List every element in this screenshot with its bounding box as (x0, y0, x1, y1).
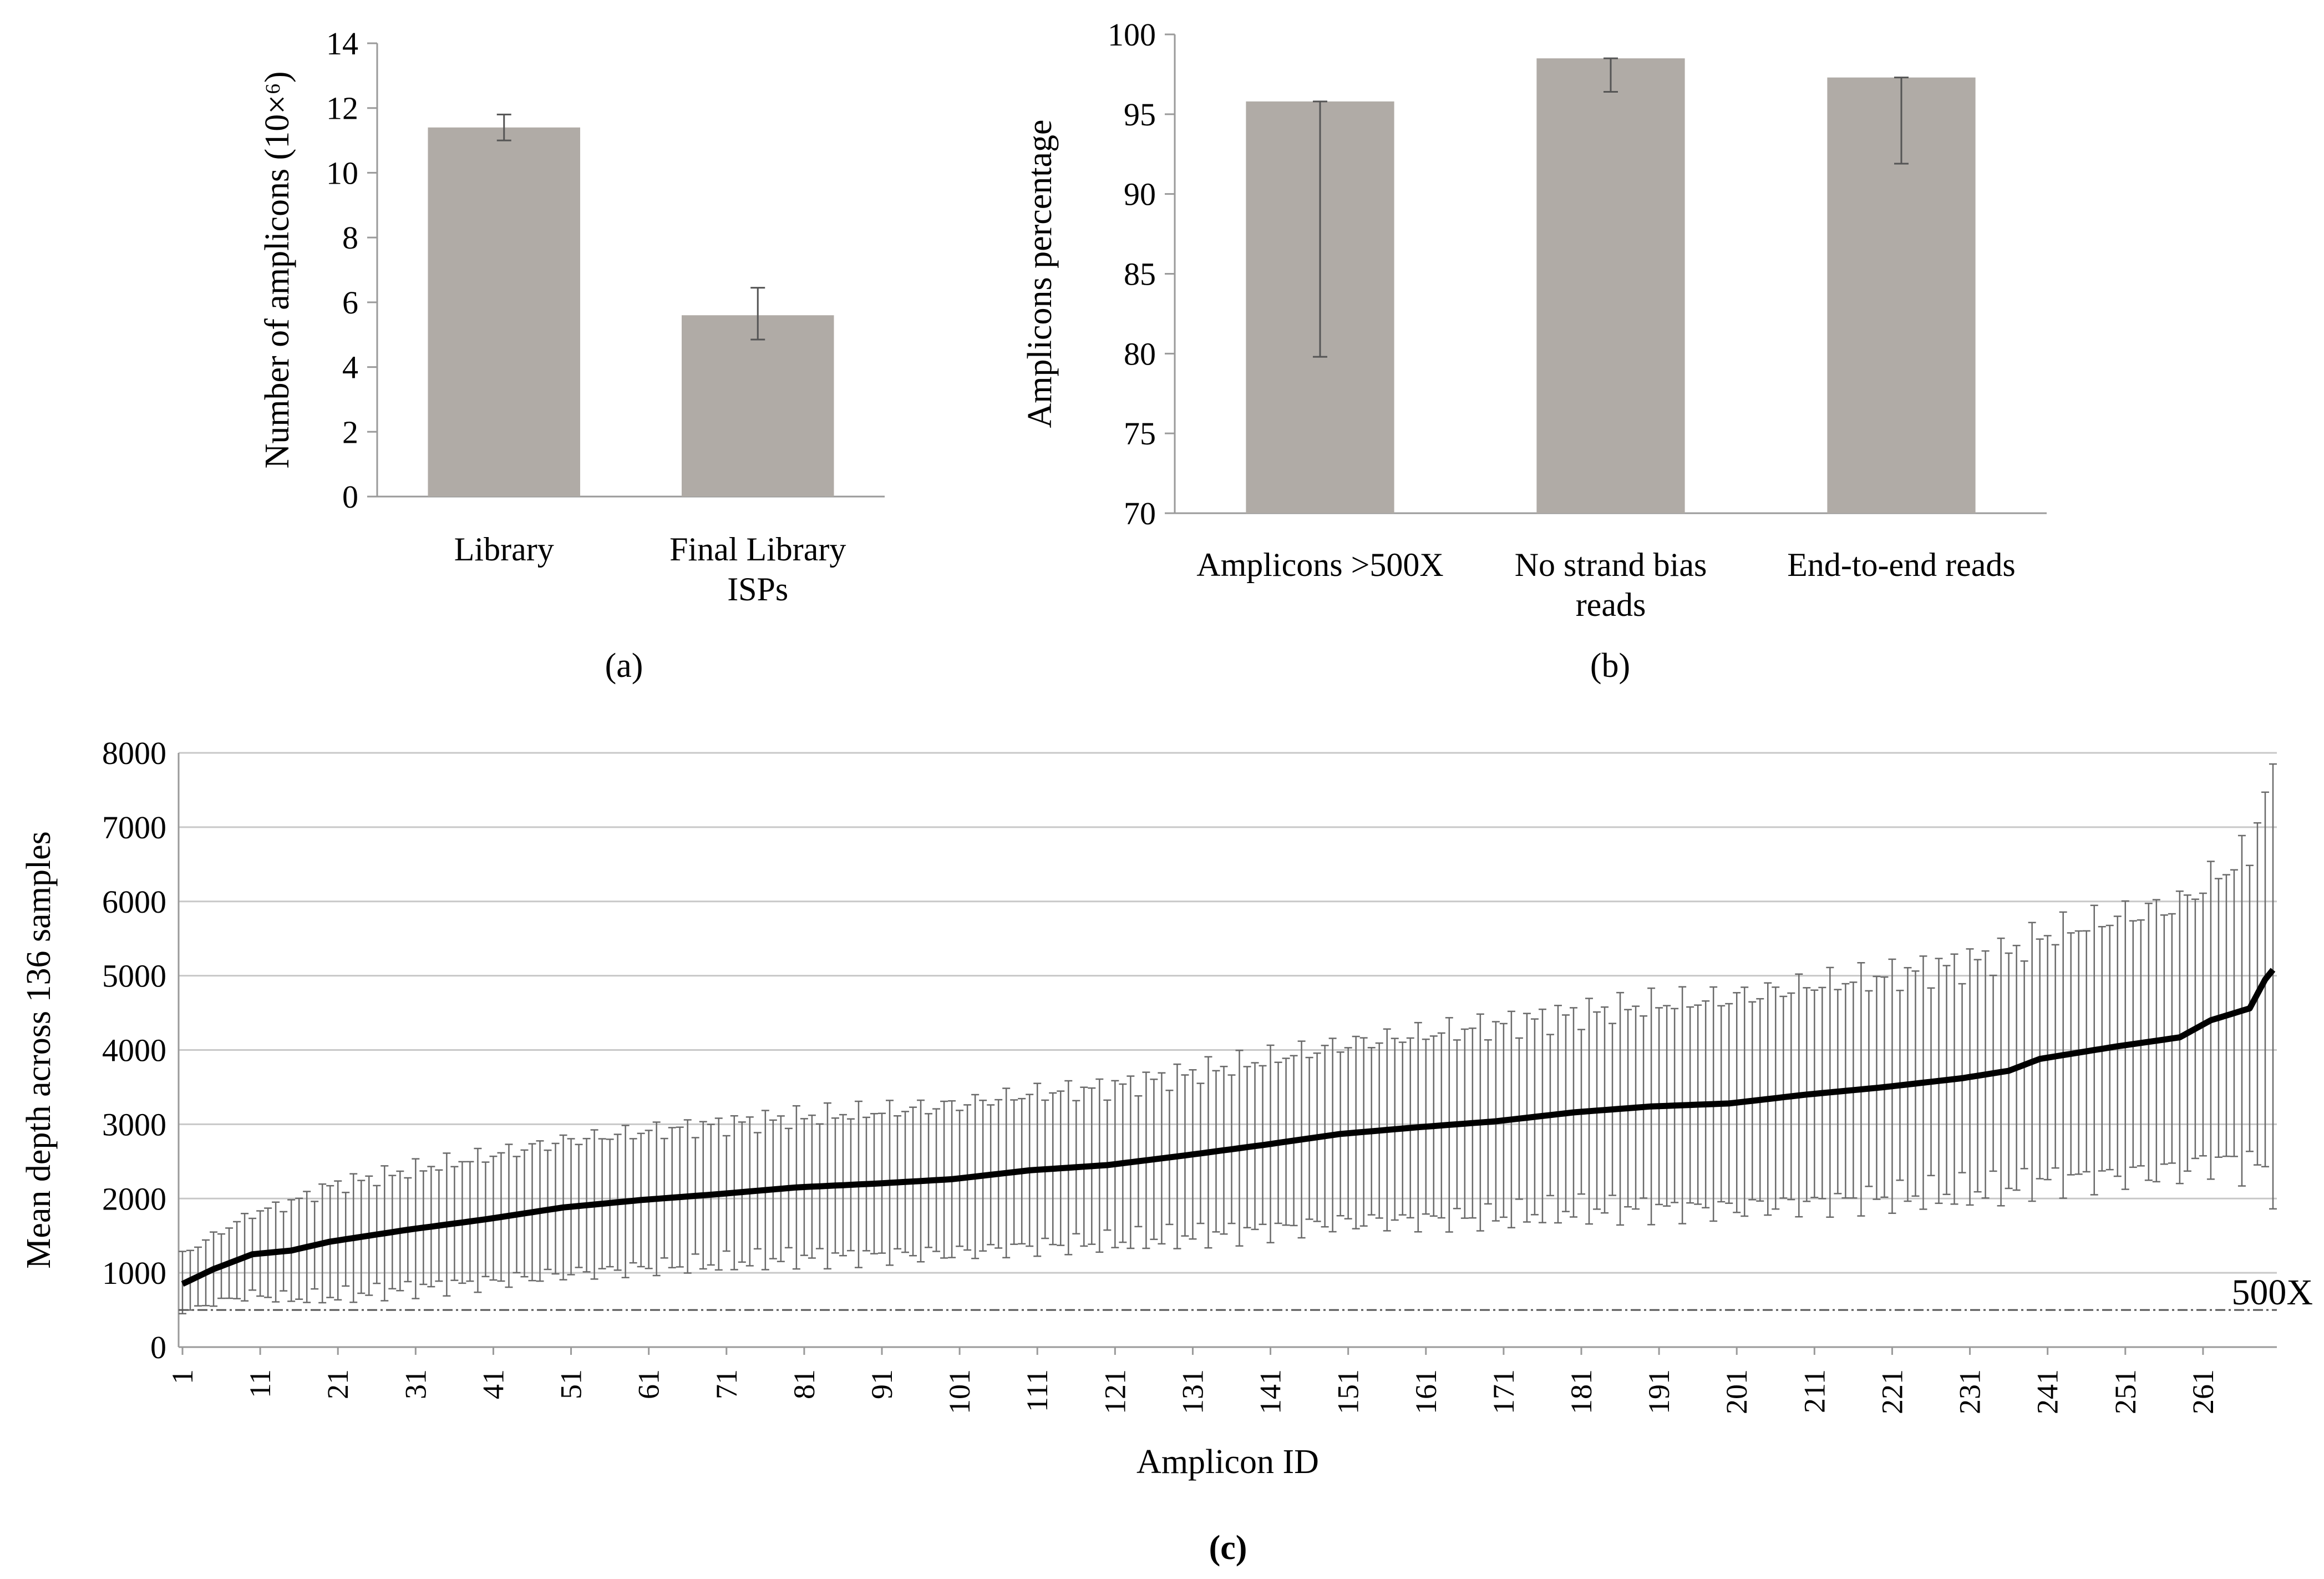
x-tick-label: 121 (1098, 1369, 1131, 1414)
x-tick-label: 61 (632, 1369, 666, 1399)
y-tick-label: 90 (1124, 176, 1156, 212)
mean-depth-line (181, 968, 2276, 1287)
panel-label: (b) (1590, 647, 1630, 685)
error-bars (179, 763, 2277, 1315)
y-tick-label: 80 (1124, 336, 1156, 372)
x-tick-label: 51 (555, 1369, 588, 1399)
y-tick-label: 85 (1124, 256, 1156, 292)
x-tick-label: 21 (321, 1369, 354, 1399)
x-tick-label: 191 (1642, 1369, 1676, 1414)
y-tick-label: 8 (342, 220, 358, 256)
x-tick-label: 101 (943, 1369, 976, 1414)
y-tick-label: 6 (342, 285, 358, 321)
y-tick-label: 100 (1108, 17, 1156, 53)
y-tick-label: 70 (1124, 495, 1156, 532)
x-tick-label: 1 (166, 1369, 199, 1384)
bar (682, 315, 834, 497)
y-tick-label: 4000 (102, 1033, 166, 1069)
y-axis-title: Mean depth across 136 samples (20, 831, 58, 1269)
y-tick-label: 10 (326, 155, 358, 191)
x-tick-label: 71 (710, 1369, 743, 1399)
y-tick-label: 3000 (102, 1106, 166, 1142)
y-tick-label: 5000 (102, 958, 166, 994)
chart-panel-a: 0 2 4 6 8 10 12 14 Library Final Library ISPs Numbe… (258, 26, 885, 685)
x-tick-label: 111 (1021, 1369, 1054, 1412)
y-tick-label: 75 (1124, 416, 1156, 452)
y-tick-label: 6000 (102, 884, 166, 920)
y-tick-label: 4 (342, 350, 358, 386)
y-tick-label: 95 (1124, 97, 1156, 133)
y-tick-label: 8000 (102, 735, 166, 771)
x-tick-label: 141 (1254, 1369, 1287, 1414)
bar (1536, 58, 1685, 513)
y-tick-label: 0 (342, 479, 358, 515)
panel-label: (c) (1209, 1529, 1247, 1567)
panel-label: (a) (605, 647, 643, 685)
x-tick-label: 201 (1720, 1369, 1753, 1414)
x-tick-label: 31 (399, 1369, 432, 1399)
y-tick-label: 2 (342, 414, 358, 450)
x-tick-label: 161 (1409, 1369, 1443, 1414)
x-category-label: Amplicons >500X (1196, 546, 1444, 583)
x-tick-label: 91 (865, 1369, 899, 1399)
x-tick-label: 211 (1798, 1369, 1831, 1413)
y-tick-label: 2000 (102, 1181, 166, 1217)
y-tick-label: 1000 (102, 1255, 166, 1291)
x-tick-label: 231 (1953, 1369, 1987, 1414)
x-category-label: Library (454, 531, 554, 568)
x-category-label: End-to-end reads (1787, 546, 2016, 583)
x-category-label: Final Library ISPs (669, 531, 846, 608)
x-category-label: No strand bias reads (1515, 546, 1707, 623)
x-tick-label: 261 (2186, 1369, 2220, 1414)
threshold-label: 500X (2231, 1272, 2313, 1313)
x-tick-label: 151 (1332, 1369, 1365, 1414)
chart-panel-b: 70 75 80 85 90 95 100 Amplicons >500X No strand … (1021, 17, 2047, 685)
x-tick-label: 181 (1565, 1369, 1598, 1414)
y-tick-label: 14 (326, 26, 358, 62)
x-tick-label: 11 (243, 1369, 277, 1398)
x-tick-label: 131 (1176, 1369, 1209, 1414)
x-tick-label: 241 (2031, 1369, 2064, 1414)
x-tick-label: 171 (1487, 1369, 1520, 1414)
x-tick-label: 251 (2109, 1369, 2142, 1414)
x-axis-title: Amplicon ID (1136, 1443, 1319, 1481)
y-tick-label: 12 (326, 90, 358, 126)
x-tick-label: 81 (788, 1369, 821, 1399)
y-axis-title: Number of amplicons (10×⁶) (258, 71, 296, 468)
y-tick-label: 7000 (102, 809, 166, 846)
y-axis-title: Amplicons percentage (1021, 119, 1059, 428)
bar (428, 127, 580, 497)
x-tick-label: 221 (1875, 1369, 1909, 1414)
x-tick-label: 41 (476, 1369, 510, 1399)
y-tick-label: 0 (150, 1329, 166, 1365)
